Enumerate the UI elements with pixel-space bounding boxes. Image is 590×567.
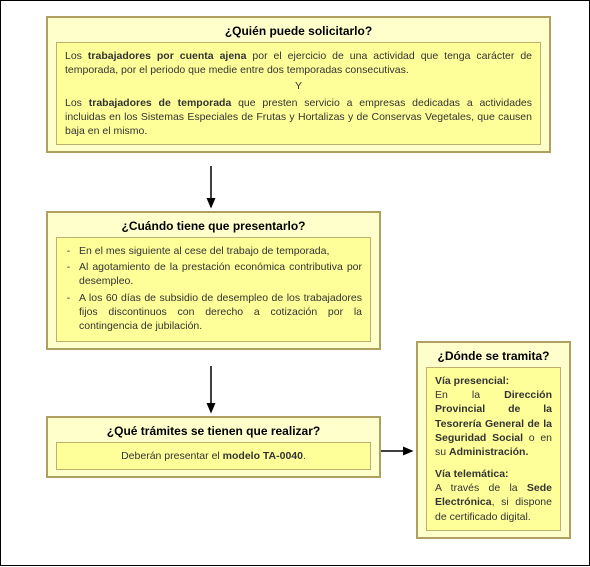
flowchart-canvas: ¿Quién puede solicitarlo? Los trabajador… bbox=[0, 0, 590, 566]
donde-via1-b2: Administración. bbox=[449, 446, 528, 458]
title-cuando: ¿Cuándo tiene que presentarlo? bbox=[56, 219, 371, 233]
box-cuando: ¿Cuándo tiene que presentarlo? En el mes… bbox=[46, 211, 381, 350]
cuando-list: En el mes siguiente al cese del trabajo … bbox=[65, 244, 362, 333]
inner-quien: Los trabajadores por cuenta ajena por el… bbox=[56, 42, 541, 145]
quien-p2-b: trabajadores de temporada bbox=[89, 97, 232, 109]
list-item: En el mes siguiente al cese del trabajo … bbox=[79, 244, 362, 258]
quien-p1-b: trabajadores por cuenta ajena bbox=[88, 50, 247, 62]
quien-p2-pre: Los bbox=[65, 97, 89, 109]
list-item: Al agotamiento de la prestación económic… bbox=[79, 260, 362, 288]
quien-p1-pre: Los bbox=[65, 50, 88, 62]
inner-que: Deberán presentar el modelo TA-0040. bbox=[56, 442, 371, 470]
title-quien: ¿Quién puede solicitarlo? bbox=[56, 24, 541, 38]
box-donde: ¿Dónde se tramita? Vía presencial: En la… bbox=[416, 341, 571, 539]
list-item: A los 60 días de subsidio de desempleo d… bbox=[79, 291, 362, 334]
quien-sep: Y bbox=[65, 79, 532, 93]
donde-via1-pre: En la bbox=[435, 389, 504, 401]
box-quien: ¿Quién puede solicitarlo? Los trabajador… bbox=[46, 16, 551, 153]
title-que: ¿Qué trámites se tienen que realizar? bbox=[56, 424, 371, 438]
que-b: modelo TA-0040 bbox=[223, 450, 303, 462]
inner-cuando: En el mes siguiente al cese del trabajo … bbox=[56, 237, 371, 342]
title-donde: ¿Dónde se tramita? bbox=[426, 349, 561, 363]
que-post: . bbox=[303, 450, 306, 462]
donde-via2-pre: A través de la bbox=[435, 482, 527, 494]
donde-via2-label: Vía telemática: bbox=[435, 468, 509, 480]
donde-via1-label: Vía presencial: bbox=[435, 375, 509, 387]
inner-donde: Vía presencial: En la Dirección Provinci… bbox=[426, 367, 561, 531]
que-pre: Deberán presentar el bbox=[121, 450, 223, 462]
box-que: ¿Qué trámites se tienen que realizar? De… bbox=[46, 416, 381, 478]
